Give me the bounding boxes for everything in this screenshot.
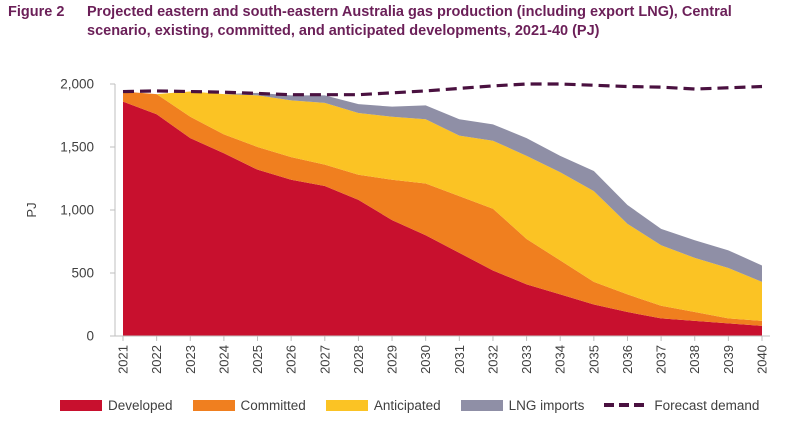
legend-label-developed: Developed	[108, 397, 173, 413]
x-tick-label: 2032	[485, 345, 500, 374]
x-tick-label: 2029	[385, 345, 400, 374]
y-tick-label: 1,000	[60, 203, 94, 218]
x-tick-label: 2026	[284, 345, 299, 374]
area-committed	[123, 91, 762, 326]
y-tick-label: 0	[86, 329, 94, 344]
x-tick-label: 2031	[452, 345, 467, 374]
x-tick-label: 2022	[149, 345, 164, 374]
legend-swatch-lng-imports	[460, 399, 503, 411]
figure-label: Figure 2	[8, 4, 65, 20]
stacked-areas	[123, 91, 762, 336]
legend-label-committed: Committed	[240, 397, 306, 413]
legend: Developed Committed Anticipated LNG impo…	[60, 395, 779, 415]
x-tick-label: 2034	[553, 345, 568, 374]
axes: 0 500 1,000 1,500 2,000 2021 2022 2023 2024 2025 2…	[60, 77, 770, 374]
x-tick-label: 2024	[216, 345, 231, 374]
x-tick-label: 2023	[183, 345, 198, 374]
x-tick-label: 2036	[620, 345, 635, 374]
y-axis-label: PJ	[24, 202, 39, 217]
x-tick-label: 2028	[351, 345, 366, 374]
legend-label-anticipated: Anticipated	[373, 397, 441, 413]
legend-swatch-developed	[60, 399, 102, 411]
y-tick-label: 1,500	[60, 140, 94, 155]
legend-swatch-committed	[192, 399, 235, 411]
area-anticipated	[123, 91, 762, 321]
x-tick-label: 2037	[654, 345, 669, 374]
y-tick-label: 2,000	[60, 77, 94, 92]
legend-item-committed: Committed	[192, 397, 306, 413]
legend-label-lng-imports: LNG imports	[508, 397, 585, 413]
legend-item-developed: Developed	[60, 398, 173, 413]
forecast-demand-line	[122, 82, 763, 97]
legend-item-anticipated: Anticipated	[325, 397, 441, 413]
x-tick-label: 2021	[116, 345, 131, 374]
y-tick-label: 500	[71, 266, 94, 281]
legend-label-forecast-demand: Forecast demand	[654, 397, 760, 413]
legend-swatch-forecast-demand	[604, 403, 647, 407]
legend-swatch-anticipated	[325, 399, 368, 411]
x-tick-label: 2033	[519, 345, 534, 374]
forecast-demand-line-group	[122, 82, 763, 97]
x-tick-label: 2025	[250, 345, 265, 374]
figure-title-text: Projected eastern and south-eastern Aust…	[87, 4, 732, 39]
x-tick-label: 2030	[418, 345, 433, 374]
area-developed	[123, 101, 762, 336]
legend-item-lng-imports: LNG imports	[460, 397, 585, 413]
x-tick-label: 2027	[317, 345, 332, 374]
x-tick-label: 2035	[586, 345, 601, 374]
x-tick-label: 2038	[687, 345, 702, 374]
x-tick-label: 2039	[721, 345, 736, 374]
legend-item-forecast-demand: Forecast demand	[604, 398, 759, 413]
x-tick-label: 2040	[755, 345, 770, 374]
